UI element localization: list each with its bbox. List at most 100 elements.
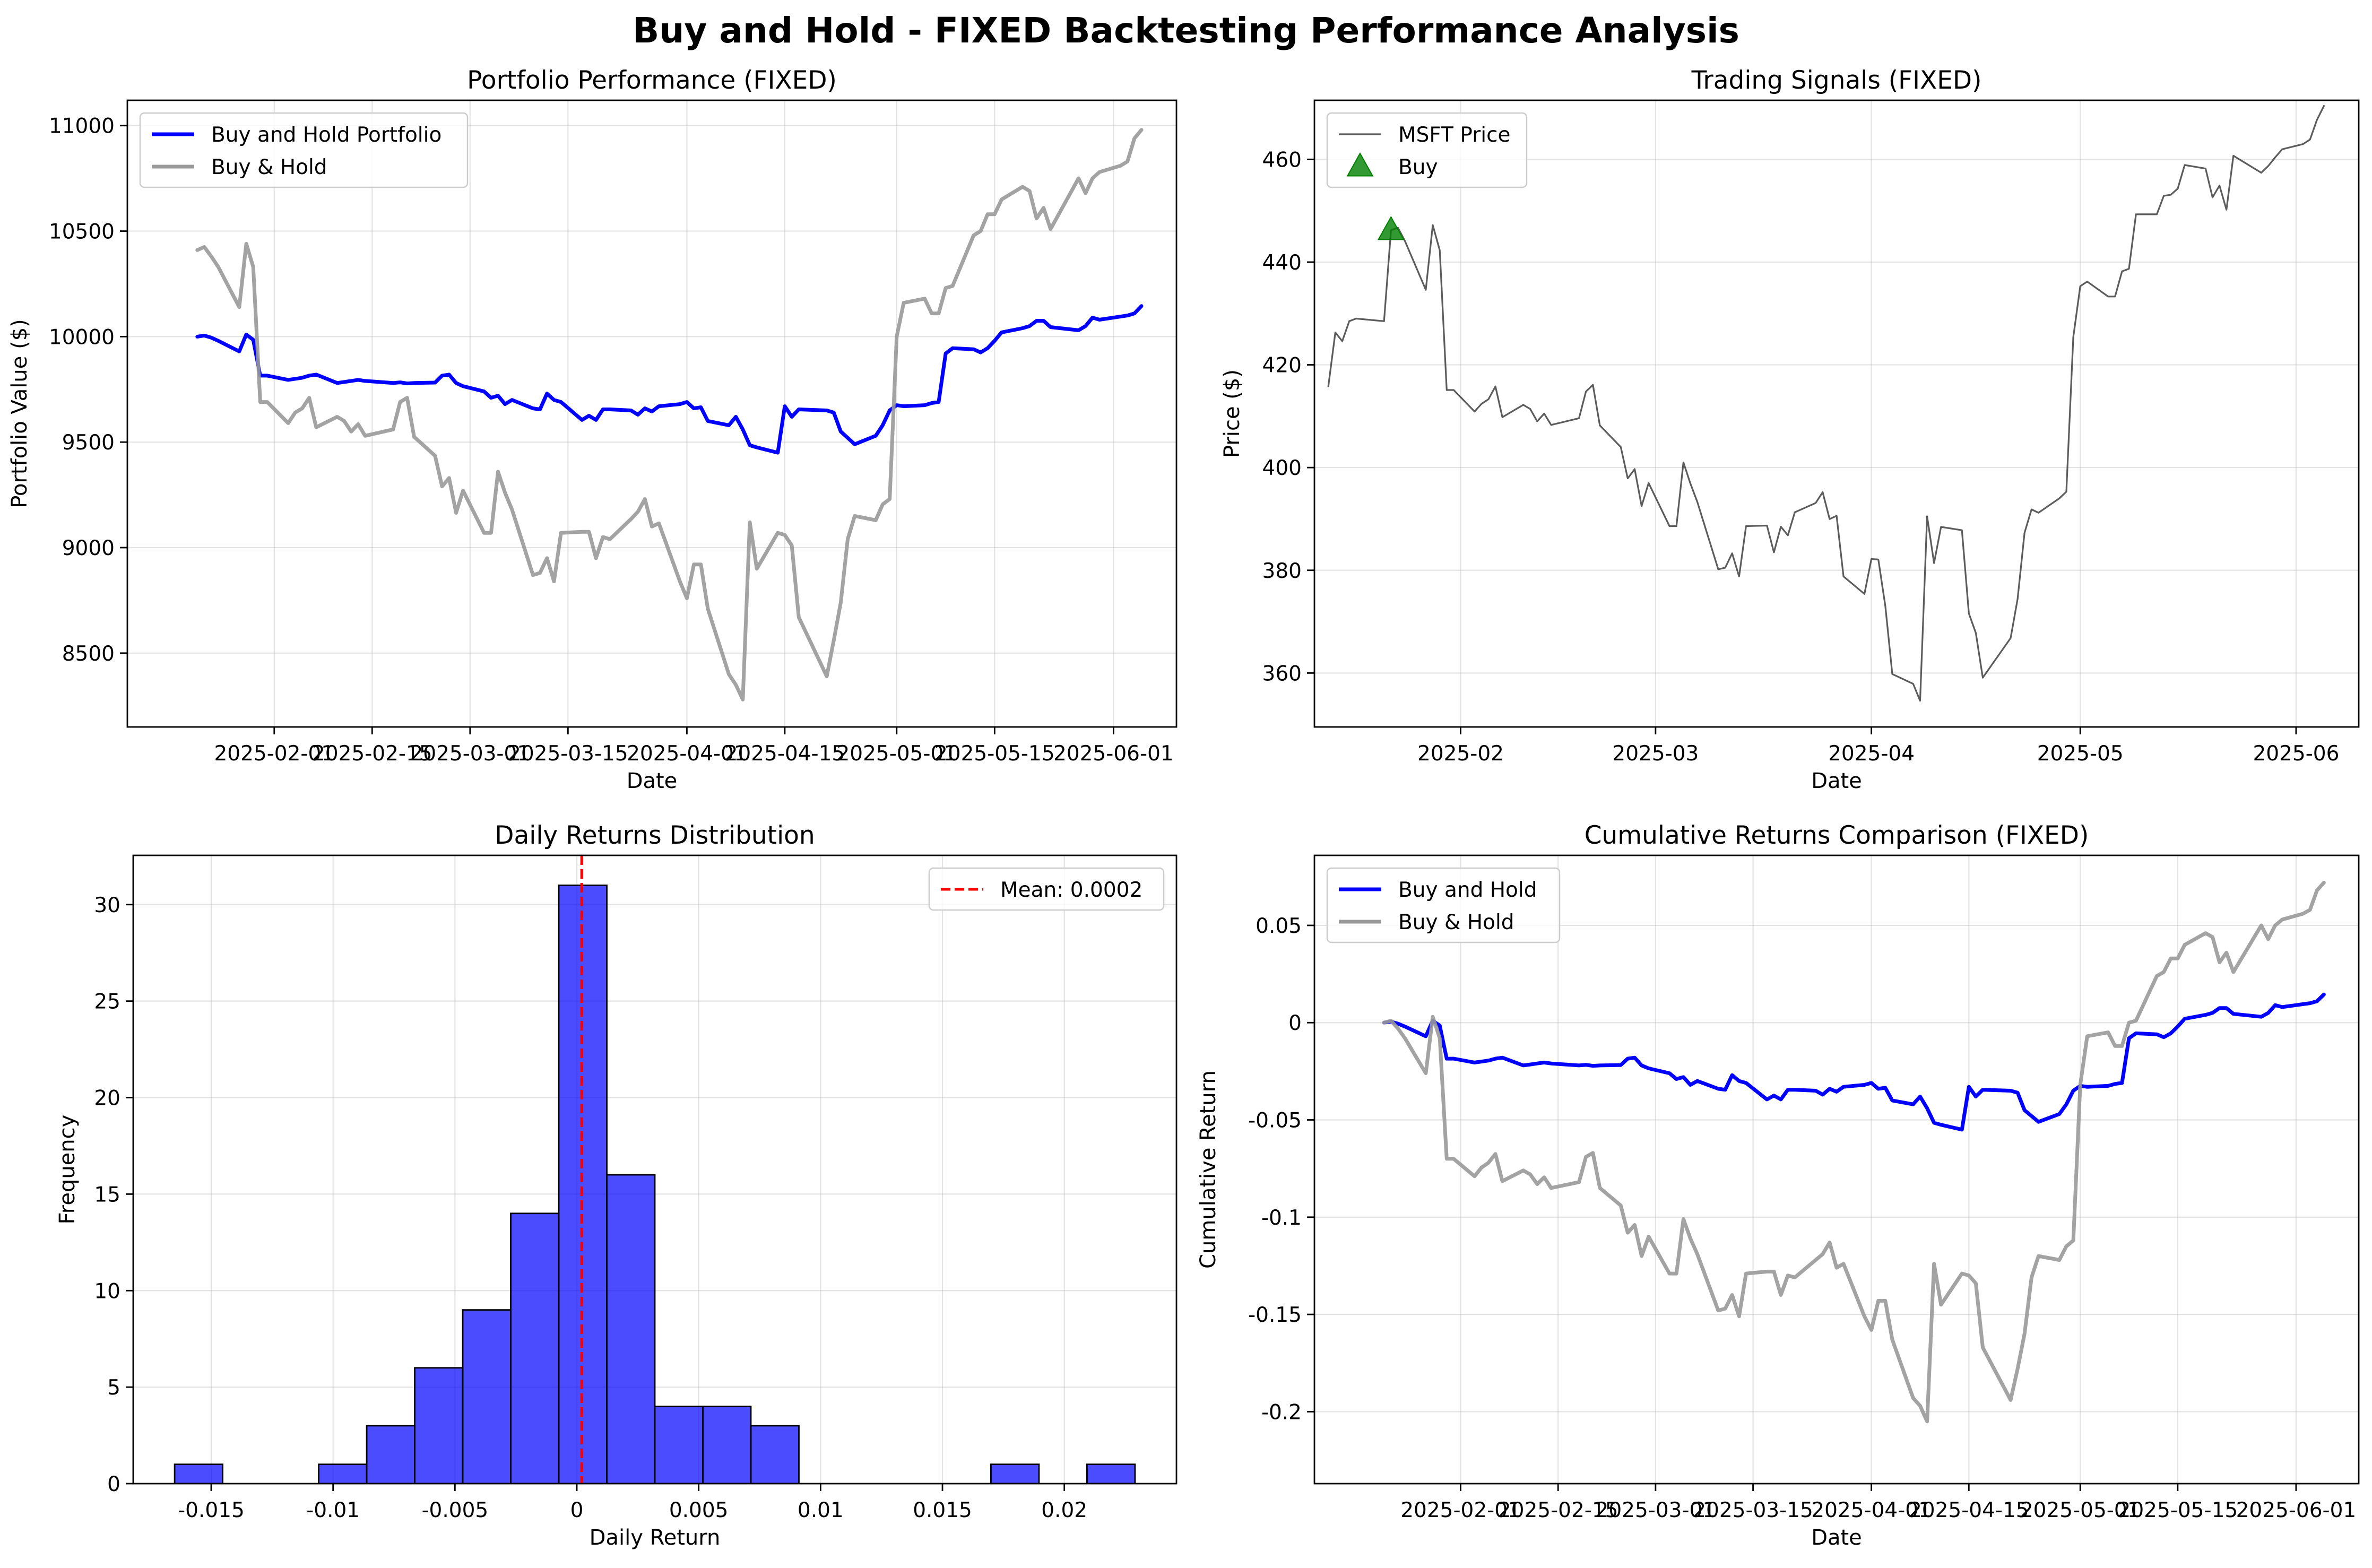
- x-tick-label: 2025-03-01: [410, 742, 530, 766]
- y-tick-label: 420: [1262, 354, 1302, 378]
- x-tick-label: 0.015: [913, 1498, 972, 1522]
- legend-box: [1326, 112, 1528, 188]
- y-tick-label: 9000: [62, 536, 115, 560]
- histogram-bar: [654, 1406, 704, 1484]
- x-tick-label: 2025-05-01: [2020, 1498, 2141, 1522]
- y-tick-label: 8500: [62, 642, 115, 666]
- x-tick-label: 2025-05-15: [934, 742, 1055, 766]
- panel-title: Cumulative Returns Comparison (FIXED): [1585, 821, 2089, 850]
- y-tick-label: 10500: [49, 220, 115, 244]
- x-tick-label: 2025-04-01: [1811, 1498, 1932, 1522]
- chart-panel-4: Cumulative Returns Comparison (FIXED) 202…: [1196, 821, 2360, 1550]
- x-tick-label: -0.015: [178, 1498, 245, 1522]
- y-tick-label: 11000: [49, 115, 115, 138]
- histogram-bar: [318, 1463, 368, 1484]
- series-line-2: [1382, 880, 2326, 1424]
- axes-frame: [132, 854, 1178, 1485]
- histogram-bar: [1086, 1463, 1136, 1484]
- x-tick-label: -0.01: [306, 1498, 360, 1522]
- x-axis-label: Date: [1811, 769, 1862, 793]
- y-tick-label: 360: [1262, 662, 1302, 686]
- x-tick-label: 2025-05-01: [836, 742, 957, 766]
- figure-title: Buy and Hold - FIXED Backtesting Perform…: [633, 10, 1739, 51]
- x-tick-label: 2025-02: [1417, 742, 1504, 766]
- legend-label: Mean: 0.0002: [1000, 878, 1142, 902]
- y-axis-label: Price ($): [1220, 369, 1244, 458]
- histogram-bar: [606, 1174, 656, 1484]
- y-tick-label: 20: [94, 1087, 120, 1111]
- y-tick-label: 400: [1262, 456, 1302, 480]
- legend-label: Buy: [1398, 155, 1438, 179]
- chart-panel-3: Daily Returns Distribution -0.015 -0.01 -0.…: [55, 821, 1178, 1550]
- legend-label: Buy and Hold Portfolio: [211, 123, 441, 147]
- x-tick-label: 2025-05: [2037, 742, 2124, 766]
- histogram-bar: [462, 1309, 512, 1484]
- histogram-bar: [366, 1425, 415, 1484]
- plot-area: [195, 128, 1144, 701]
- y-tick-label: 15: [94, 1183, 120, 1207]
- axes-frame: [1313, 854, 2360, 1485]
- y-tick-label: -0.2: [1261, 1400, 1302, 1424]
- y-axis-label: Cumulative Return: [1196, 1070, 1220, 1269]
- y-tick-label: 380: [1262, 559, 1302, 583]
- x-axis-label: Date: [627, 769, 678, 793]
- x-tick-label: 0.005: [669, 1498, 729, 1522]
- legend-label: MSFT Price: [1398, 123, 1511, 147]
- legend-box: [928, 867, 1165, 911]
- y-tick-label: 0: [107, 1472, 120, 1496]
- x-tick-label: 2025-06: [2253, 742, 2339, 766]
- y-tick-label: 440: [1262, 251, 1302, 275]
- y-tick-label: -0.05: [1248, 1109, 1302, 1133]
- x-tick-label: 2025-03: [1612, 742, 1699, 766]
- x-tick-label: 2025-04-15: [725, 742, 845, 766]
- legend-label: Buy and Hold: [1398, 878, 1537, 902]
- x-tick-label: 0: [570, 1498, 584, 1522]
- panel-title: Daily Returns Distribution: [495, 821, 815, 850]
- series-line-1: [195, 304, 1144, 455]
- histogram-bar: [174, 1463, 223, 1484]
- buy-signal-marker: [1377, 215, 1405, 240]
- legend: Buy and Hold Portfolio Buy & Hold: [139, 112, 469, 188]
- histogram-bar: [750, 1425, 800, 1484]
- histogram-bar: [702, 1406, 752, 1484]
- y-tick-label: 25: [94, 990, 120, 1014]
- y-tick-label: 10: [94, 1279, 120, 1303]
- panel-title: Portfolio Performance (FIXED): [467, 66, 837, 95]
- axes-frame: [1313, 99, 2360, 728]
- legend-marker-swatch: [1346, 152, 1374, 177]
- y-tick-label: 9500: [62, 431, 115, 455]
- x-axis-label: Daily Return: [590, 1526, 721, 1550]
- x-axis-label: Date: [1811, 1526, 1862, 1550]
- histogram-bar: [510, 1212, 560, 1484]
- plot-area: [174, 855, 1136, 1484]
- y-tick-label: -0.15: [1248, 1303, 1302, 1327]
- x-tick-label: 2025-05-15: [2118, 1498, 2238, 1522]
- chart-panel-1: Portfolio Performance (FIXED)2025-02-012…: [7, 66, 1178, 793]
- x-tick-label: 2025-02-15: [312, 742, 432, 766]
- x-tick-label: 2025-04-01: [627, 742, 747, 766]
- x-tick-label: 2025-06-01: [1053, 742, 1174, 766]
- y-tick-label: 0: [1288, 1011, 1302, 1035]
- x-tick-label: 2025-02-01: [1400, 1498, 1521, 1522]
- axes-frame: [126, 99, 1178, 728]
- y-tick-label: 0.05: [1256, 914, 1302, 938]
- histogram-bar: [990, 1463, 1040, 1484]
- y-axis-label: Frequency: [55, 1115, 80, 1225]
- legend-label: Buy & Hold: [211, 155, 327, 179]
- x-tick-label: 2025-03-15: [508, 742, 628, 766]
- y-tick-label: 10000: [49, 325, 115, 349]
- plot-area: [1327, 105, 2325, 702]
- y-tick-label: 30: [94, 894, 120, 917]
- legend-box: [139, 112, 469, 188]
- legend: MSFT Price Buy: [1326, 112, 1528, 188]
- grid-lines: [1314, 855, 2359, 1484]
- x-tick-label: -0.005: [421, 1498, 488, 1522]
- x-tick-label: 2025-02-01: [214, 742, 334, 766]
- x-tick-label: 2025-06-01: [2236, 1498, 2357, 1522]
- x-tick-label: 2025-03-01: [1596, 1498, 1716, 1522]
- histogram-bar: [414, 1367, 464, 1484]
- grid-lines: [127, 100, 1176, 727]
- y-tick-label: -0.1: [1261, 1206, 1302, 1230]
